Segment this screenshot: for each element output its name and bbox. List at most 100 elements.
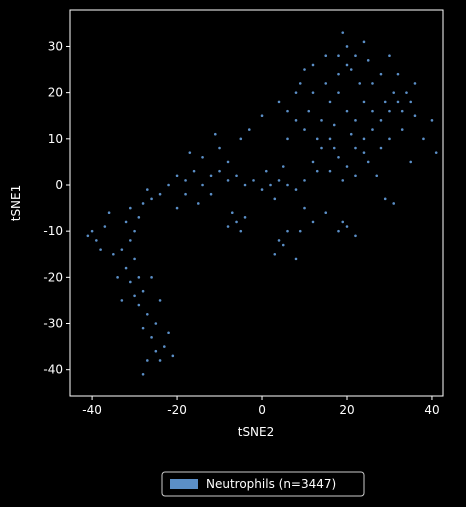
x-axis-label: tSNE2 [238,425,275,439]
point [133,257,136,261]
point [112,252,115,256]
point [298,82,302,85]
point [354,234,357,238]
point [281,243,285,247]
point [337,72,340,76]
point [354,174,357,178]
point [366,160,370,164]
point [133,294,136,298]
point [154,322,158,325]
point [294,188,298,191]
point [430,119,434,122]
axes-frame [69,9,444,397]
point [107,211,111,214]
point [337,54,340,58]
legend: Neutrophils (n=3447) [161,471,365,497]
y-tick-label: 30 [48,39,63,53]
point [273,197,277,201]
point [239,137,243,141]
point [396,100,400,104]
point [315,169,319,173]
point [192,169,196,173]
point [320,119,323,122]
point [235,174,238,178]
point [332,123,336,127]
point [90,229,94,233]
point [286,137,289,141]
point [434,151,438,154]
point [328,137,332,141]
point [337,91,340,94]
point [311,220,315,224]
point [95,239,98,242]
point [345,45,349,48]
point [146,359,149,362]
point [188,151,192,154]
point [362,137,366,141]
point [150,197,153,201]
x-tick-label: -40 [82,403,102,417]
point [349,132,353,136]
point [158,192,162,196]
point [99,248,102,251]
point [175,206,179,210]
point [396,72,400,76]
point [146,312,149,316]
point [120,248,124,251]
point [371,128,374,131]
point [341,179,345,182]
point [175,174,179,178]
y-tick-label: 20 [48,86,63,100]
point [341,31,345,34]
point [400,128,404,131]
point [311,63,315,67]
point [286,183,289,187]
point [226,225,230,228]
point [345,109,349,113]
point [209,192,213,196]
point [354,146,357,150]
point [294,91,298,94]
point [281,165,285,168]
point [137,276,141,279]
point [413,114,417,118]
point [303,128,306,131]
point [154,349,158,353]
point [371,82,374,85]
point [218,169,221,173]
point [137,216,141,219]
point [158,299,162,302]
point [371,109,374,113]
point [86,234,90,238]
point [337,155,340,159]
y-tick-label: -40 [43,363,63,377]
point [277,179,281,182]
point [243,216,247,219]
point [209,174,213,178]
point [422,137,425,141]
point [388,109,391,113]
point [124,266,128,270]
point [362,151,366,154]
y-tick-label: 10 [48,132,63,146]
point [269,183,272,187]
point [311,91,315,94]
point [298,229,302,233]
point [260,114,264,118]
point [120,299,124,302]
point [158,359,162,362]
point [388,137,391,141]
point [133,229,136,233]
point [324,54,328,58]
point [171,354,175,358]
point [332,146,336,150]
point [129,239,132,242]
point [273,252,277,256]
point [328,100,332,104]
point [213,132,217,136]
point [311,160,315,164]
point [294,119,298,122]
point [239,229,243,233]
